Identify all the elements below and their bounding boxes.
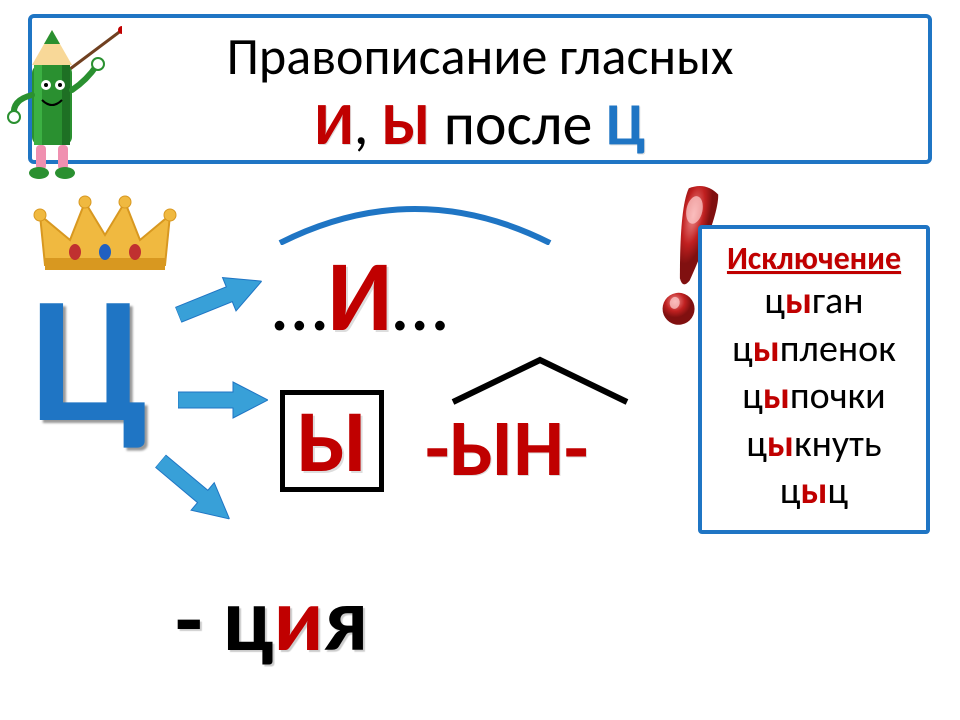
suffix-roof-icon (445, 352, 635, 407)
boxed-letter-y: Ы (280, 390, 384, 492)
suffix-yn: -ЫН- (425, 400, 588, 497)
exception-word: цыкнуть (706, 421, 922, 469)
letter-i-big: И (327, 235, 392, 357)
row-root: …И… (272, 235, 448, 357)
exception-title: Исключение (706, 239, 922, 278)
title-line2: И, Ы после Ц (32, 88, 928, 161)
big-letter-ts: Ц (30, 270, 148, 450)
title-letter-i: И (315, 88, 354, 161)
exception-box: Исключение цыганцыпленокцыпочкицыкнутьцы… (698, 225, 930, 534)
exception-word: цыган (706, 278, 922, 326)
exception-word: цыц (706, 468, 922, 516)
title-line1: Правописание гласных (32, 24, 928, 88)
title-letter-y: Ы (382, 88, 430, 161)
row-tsiya: - ция (175, 565, 368, 675)
arrow-1-icon (171, 263, 269, 334)
arrow-2-icon (178, 380, 268, 420)
title-letter-ts: Ц (606, 88, 645, 161)
exception-word: цыпленок (706, 326, 922, 374)
row-ending-suffix: Ы -ЫН- (280, 390, 384, 492)
exception-list: цыганцыпленокцыпочкицыкнутьцыц (706, 278, 922, 516)
pencil-character-icon (2, 10, 122, 180)
exception-word: цыпочки (706, 373, 922, 421)
title-box: Правописание гласных И, Ы после Ц (28, 14, 932, 164)
arrow-3-icon (148, 446, 243, 534)
